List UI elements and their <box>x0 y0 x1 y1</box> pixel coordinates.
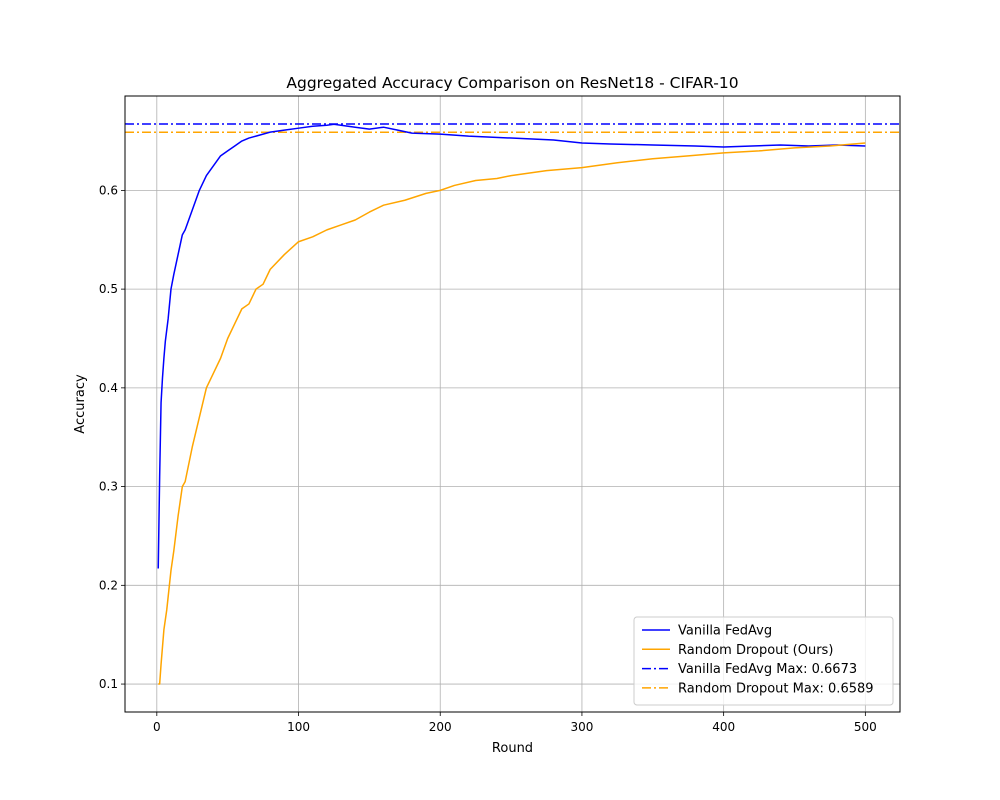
y-tick-label: 0.6 <box>99 183 118 197</box>
y-tick-label: 0.5 <box>99 282 118 296</box>
x-tick-label: 100 <box>287 720 310 734</box>
x-axis-ticks: 0 100 200 300 400 500 <box>153 712 877 734</box>
max-reference-lines <box>125 123 900 133</box>
y-axis-label: Accuracy <box>73 374 88 434</box>
series-line-1 <box>157 123 866 569</box>
grid-lines <box>125 96 900 712</box>
y-tick-label: 0.1 <box>99 677 118 691</box>
legend-entry-label: Random Dropout Max: 0.6589 <box>678 681 874 696</box>
x-tick-label: 200 <box>429 720 452 734</box>
x-tick-label: 500 <box>854 720 877 734</box>
legend: Vanilla FedAvg Random Dropout (Ours) Vanil… <box>633 616 894 706</box>
legend-entry-label: Random Dropout (Ours) <box>678 643 833 658</box>
x-tick-label: 300 <box>570 720 593 734</box>
x-axis-label: Round <box>492 741 533 756</box>
legend-entry-label: Vanilla FedAvg <box>678 624 772 639</box>
y-axis-ticks: 0.1 0.2 0.3 0.4 0.5 0.6 <box>99 183 125 691</box>
y-tick-label: 0.3 <box>99 480 118 494</box>
x-tick-label: 0 <box>153 720 161 734</box>
x-tick-label: 400 <box>712 720 735 734</box>
y-tick-label: 0.4 <box>99 381 118 395</box>
legend-entry-label: Vanilla FedAvg Max: 0.6673 <box>678 662 857 677</box>
y-tick-label: 0.2 <box>99 578 118 592</box>
chart-title: Aggregated Accuracy Comparison on ResNet… <box>286 74 738 92</box>
legend-box <box>633 616 894 706</box>
plot-frame <box>124 95 901 713</box>
series-line-2 <box>158 142 866 685</box>
series-lines <box>157 123 866 685</box>
